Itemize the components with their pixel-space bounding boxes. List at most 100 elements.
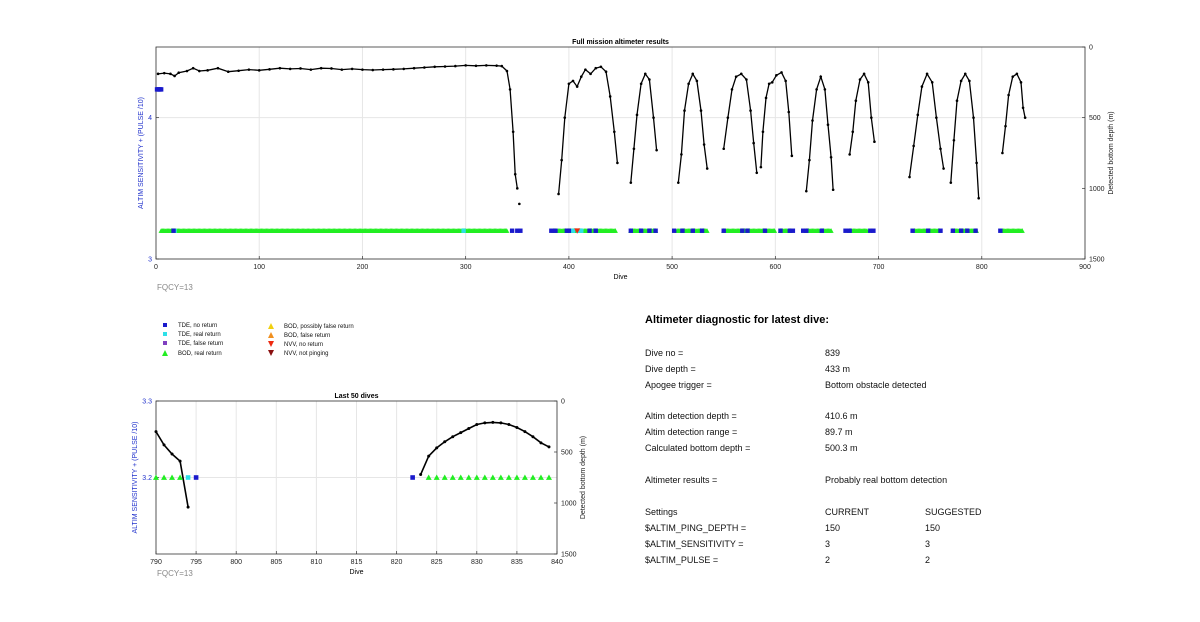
depth-point [454, 64, 457, 68]
tde-no-return-marker [171, 228, 176, 233]
bod-real-marker [177, 474, 184, 480]
depth-point [858, 78, 862, 81]
bod-real-marker [169, 474, 176, 480]
depth-point [764, 96, 768, 100]
depth-point [435, 446, 439, 450]
tde-no-return-marker [762, 228, 768, 233]
plot-frame [155, 46, 1086, 260]
legend-square-icon [163, 323, 167, 327]
tde-no-return-marker [515, 228, 520, 233]
depth-point [474, 64, 478, 68]
depth-point [594, 66, 598, 70]
depth-point [515, 187, 519, 190]
bod-real-marker [828, 228, 834, 233]
depth-point [912, 144, 915, 148]
depth-point [206, 69, 209, 72]
settings-header-label: Settings [645, 507, 678, 517]
tde-no-return-marker [950, 228, 956, 233]
x-axis-label: Dive [613, 274, 627, 281]
depth-point [1011, 75, 1015, 78]
depth-point [699, 109, 703, 112]
tde-no-return-marker [680, 228, 685, 233]
legend-triangle-up-icon [268, 323, 274, 329]
depth-series-line [849, 72, 876, 155]
depth-point [851, 130, 855, 134]
x-tick-label: 820 [391, 559, 403, 566]
depth-point [507, 422, 511, 426]
tde-no-return-marker [518, 228, 523, 233]
depth-point [198, 69, 201, 73]
depth-point [177, 71, 181, 75]
x-tick-label: 800 [230, 559, 242, 566]
diag-label: Calculated bottom depth = [645, 443, 751, 453]
depth-point [1004, 124, 1007, 128]
bod-real-marker [771, 228, 778, 233]
bod-real-marker [521, 474, 528, 480]
y-left-axis-label: ALTIM SENSITIVITY + (PULSE /10) [132, 422, 139, 534]
y-right-tick-label: 1500 [1089, 257, 1105, 264]
depth-point [427, 454, 431, 458]
bod-real-marker [433, 474, 440, 480]
depth-point [870, 116, 873, 119]
depth-point [491, 420, 495, 424]
setting-label: $ALTIM_PING_DEPTH = [645, 523, 747, 533]
depth-series-line [419, 421, 550, 475]
settings-header-suggested: SUGGESTED [925, 507, 982, 517]
depth-point [770, 81, 774, 84]
depth-point [467, 427, 471, 431]
depth-point [702, 143, 706, 146]
depth-point [579, 75, 583, 78]
depth-point [705, 167, 709, 170]
depth-point [523, 430, 527, 434]
depth-point [505, 69, 509, 73]
depth-point [784, 79, 787, 83]
depth-point [755, 171, 759, 175]
depth-point [695, 79, 699, 83]
depth-point [972, 116, 975, 119]
depth-point [805, 189, 808, 193]
diag-value: Bottom obstacle detected [825, 380, 927, 390]
tde-no-return-marker [958, 228, 964, 233]
depth-series-line [805, 74, 834, 192]
setting-label: $ALTIM_SENSITIVITY = [645, 539, 744, 549]
depth-point [920, 85, 924, 88]
tde-no-return-marker [910, 228, 915, 233]
depth-point [815, 88, 818, 91]
bod-real-marker [161, 474, 168, 480]
diag-label: Dive no = [645, 348, 684, 358]
depth-point [632, 147, 636, 151]
depth-point [459, 431, 463, 435]
tde-no-return-marker [804, 228, 809, 233]
x-tick-label: 200 [357, 264, 369, 271]
depth-point [942, 167, 945, 170]
tde-no-return-marker [778, 228, 783, 233]
x-tick-label: 835 [511, 559, 523, 566]
depth-point [500, 64, 504, 68]
depth-point [170, 452, 174, 456]
depth-point [939, 147, 942, 151]
fqcy-label-bottom: FQCY=13 [157, 569, 193, 578]
depth-point [186, 505, 190, 509]
tde-no-return-marker [871, 228, 876, 233]
depth-series-line [155, 431, 189, 508]
depth-point [862, 72, 866, 76]
tde-no-return-marker [158, 87, 164, 92]
depth-point [499, 421, 503, 425]
depth-point [237, 69, 240, 73]
depth-point [557, 192, 560, 196]
depth-point [340, 68, 344, 71]
depth-point [655, 148, 658, 152]
depth-point [975, 161, 978, 165]
depth-point [831, 188, 835, 192]
depth-point [787, 110, 791, 114]
tde-no-return-marker [938, 228, 943, 233]
depth-series-line [158, 64, 518, 189]
depth-point [495, 64, 498, 67]
depth-series-line [557, 66, 619, 195]
x-tick-label: 800 [976, 264, 988, 271]
depth-point [616, 161, 619, 165]
depth-point [599, 65, 603, 69]
diag-label: Dive depth = [645, 364, 696, 374]
legend-item: BOD, false return [266, 332, 330, 340]
tde-no-return-marker [410, 475, 415, 480]
